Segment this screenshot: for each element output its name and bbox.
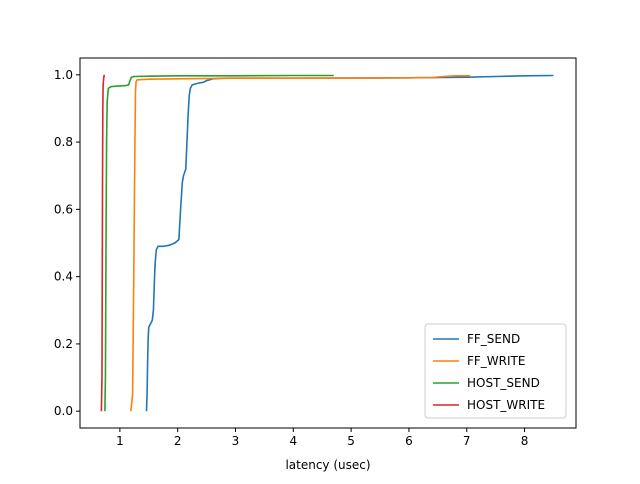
y-tick-label: 0.8 <box>54 135 73 149</box>
x-tick-label: 8 <box>521 434 529 448</box>
x-tick-label: 2 <box>174 434 182 448</box>
series-layer <box>100 74 554 412</box>
x-axis: 1 2 3 4 5 6 7 8 <box>116 428 528 448</box>
x-tick-label: 4 <box>289 434 297 448</box>
series-line-host-write <box>100 74 106 412</box>
x-tick-label: 6 <box>405 434 413 448</box>
y-tick-label: 1.0 <box>54 68 73 82</box>
y-tick-label: 0.4 <box>54 270 73 284</box>
legend-label: FF_SEND <box>467 332 520 346</box>
x-tick-label: 5 <box>347 434 355 448</box>
y-tick-label: 0.6 <box>54 202 73 216</box>
axes-frame <box>79 57 577 429</box>
y-tick-label: 0.2 <box>54 337 73 351</box>
legend-label: FF_WRITE <box>467 354 525 368</box>
legend-label: HOST_WRITE <box>467 398 545 412</box>
series-line-ff-write <box>130 75 471 412</box>
x-tick-label: 1 <box>116 434 124 448</box>
x-tick-label: 3 <box>232 434 240 448</box>
legend-label: HOST_SEND <box>467 376 540 390</box>
series-line-host-send <box>104 74 334 412</box>
y-tick-label: 0.0 <box>54 404 73 418</box>
legend: FF_SEND FF_WRITE HOST_SEND HOST_WRITE <box>424 323 567 419</box>
y-axis: 0.0 0.2 0.4 0.6 0.8 1.0 <box>54 68 80 418</box>
x-tick-label: 7 <box>463 434 471 448</box>
legend-box <box>424 323 567 419</box>
x-axis-label: latency (usec) <box>285 458 370 472</box>
